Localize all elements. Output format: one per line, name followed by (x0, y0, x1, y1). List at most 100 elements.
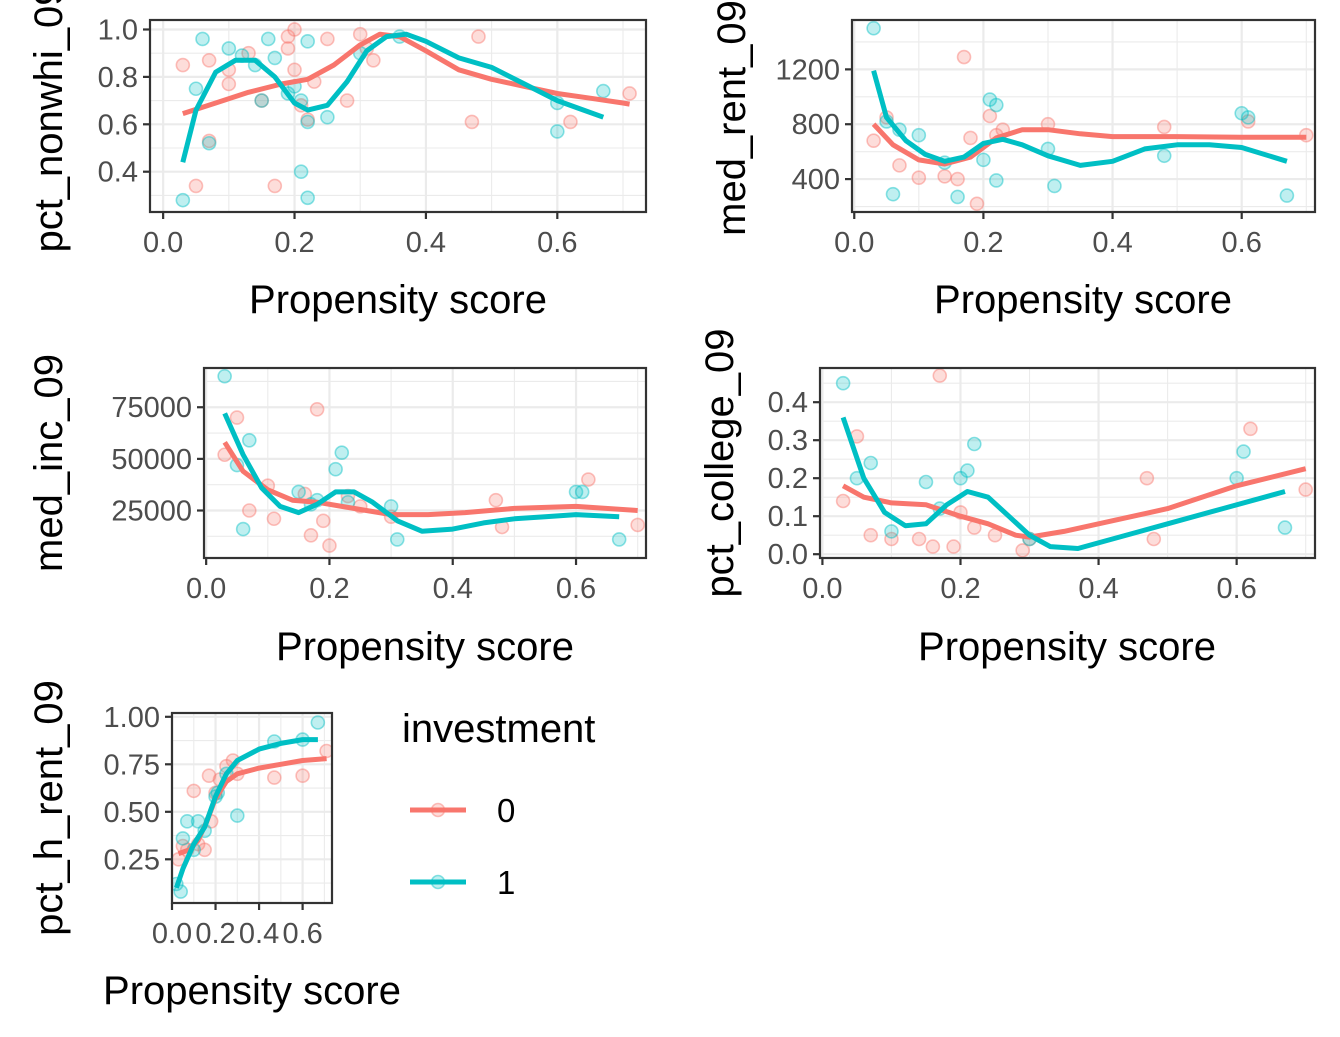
point-series-1 (884, 524, 899, 539)
panel-2: 0.0 0.2 0.4 0.6 400 800 1200 Propensity score me… (710, 0, 1317, 322)
point-series-1 (574, 484, 590, 500)
point-series-1 (267, 50, 283, 66)
point-series-1 (300, 114, 315, 130)
point-series-0 (303, 527, 319, 543)
point-series-1 (221, 41, 237, 56)
point-series-0 (471, 29, 486, 44)
smooth-line-series-0 (871, 122, 1307, 167)
point-series-0 (295, 768, 310, 784)
point-series-0 (322, 538, 337, 553)
y-tick-label: 0.4 (98, 157, 138, 189)
x-tick-label: 0.0 (143, 227, 183, 259)
y-axis-title: med_inc_09 (27, 354, 71, 572)
point-series-0 (464, 114, 480, 130)
x-tick-label: 0.2 (195, 918, 235, 950)
point-series-1 (175, 831, 191, 846)
point-series-1 (188, 81, 204, 97)
legend-key-point-1 (430, 874, 446, 890)
y-tick-label: 50000 (111, 444, 192, 476)
smooth-line-series-1 (174, 737, 318, 889)
point-series-0 (925, 539, 941, 554)
point-series-0 (267, 178, 283, 194)
point-series-1 (300, 190, 315, 206)
point-series-1 (1156, 148, 1172, 164)
smooth-line-series-0 (222, 440, 638, 518)
y-axis-title: pct_nonwhi_09 (27, 0, 71, 253)
point-series-1 (260, 31, 276, 47)
point-series-0 (622, 86, 637, 101)
y-tick-label: 0.0 (768, 539, 808, 571)
x-axis-title: Propensity score (276, 625, 574, 669)
point-series-0 (488, 492, 504, 508)
point-series-1 (835, 375, 851, 391)
point-series-0 (1139, 470, 1155, 486)
panel-border (850, 18, 1317, 214)
data-layer (866, 20, 1314, 212)
point-series-1 (966, 436, 982, 452)
y-tick-label: 400 (792, 164, 840, 196)
point-series-1 (976, 152, 991, 168)
x-tick-label: 0.2 (309, 573, 349, 605)
point-series-1 (1277, 520, 1293, 535)
panel-border (202, 366, 648, 560)
point-series-0 (352, 26, 368, 42)
point-series-1 (960, 463, 975, 478)
point-series-1 (389, 532, 405, 547)
point-series-1 (950, 189, 965, 205)
point-series-0 (911, 531, 927, 547)
point-series-0 (866, 133, 881, 148)
point-series-0 (188, 178, 204, 194)
point-series-1 (201, 135, 217, 151)
point-series-1 (1234, 105, 1250, 121)
point-series-1 (217, 368, 232, 384)
point-series-0 (366, 52, 381, 68)
y-tick-label: 0.2 (768, 463, 808, 495)
point-series-0 (254, 93, 269, 108)
smooth-line-series-1 (840, 416, 1286, 551)
point-series-1 (334, 445, 350, 460)
point-series-1 (310, 715, 326, 730)
point-series-0 (221, 76, 237, 92)
y-tick-label: 0.1 (768, 501, 808, 533)
point-series-0 (563, 114, 578, 130)
panel-border (170, 711, 334, 905)
y-tick-label: 0.25 (104, 844, 160, 876)
y-tick-label: 800 (792, 109, 840, 141)
point-series-1 (291, 484, 306, 500)
x-tick-label: 0.2 (940, 573, 980, 605)
point-series-0 (287, 22, 302, 37)
point-series-0 (201, 133, 217, 149)
point-series-0 (309, 402, 325, 417)
x-tick-label: 0.2 (274, 227, 314, 259)
point-series-0 (1146, 531, 1162, 547)
point-series-0 (280, 29, 296, 44)
point-series-1 (866, 20, 881, 36)
point-series-0 (581, 472, 596, 487)
point-series-0 (982, 108, 998, 124)
point-series-1 (1047, 178, 1062, 194)
point-series-0 (1156, 119, 1172, 135)
point-series-0 (963, 130, 978, 146)
x-tick-label: 0.6 (556, 573, 596, 605)
x-tick-label: 0.4 (1078, 573, 1118, 605)
point-series-0 (339, 93, 355, 108)
point-series-1 (235, 521, 251, 537)
point-series-0 (956, 49, 972, 65)
point-series-0 (186, 783, 202, 799)
point-series-1 (242, 432, 257, 448)
y-tick-label: 0.50 (104, 797, 160, 829)
point-series-1 (989, 173, 1004, 188)
smooth-line-series-1 (871, 70, 1288, 168)
point-series-0 (300, 112, 315, 127)
point-series-0 (315, 513, 331, 529)
x-tick-label: 0.6 (1216, 573, 1256, 605)
panel-3: 0.0 0.2 0.4 0.6 25000 50000 75000 Propensity sc… (27, 354, 648, 669)
point-series-0 (937, 169, 952, 184)
point-series-0 (1243, 421, 1258, 437)
point-series-1 (568, 484, 584, 500)
x-tick-label: 0.6 (1222, 227, 1262, 259)
legend-label-0: 0 (497, 792, 515, 829)
x-tick-label: 0.6 (537, 227, 577, 259)
point-series-0 (884, 531, 899, 547)
point-series-0 (201, 52, 217, 68)
